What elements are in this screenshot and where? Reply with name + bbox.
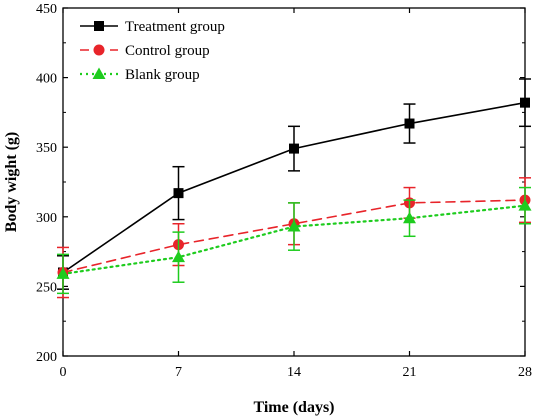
x-tick-label: 21 bbox=[403, 365, 417, 380]
x-tick-label: 7 bbox=[175, 365, 182, 380]
y-tick-label: 250 bbox=[36, 280, 57, 295]
data-point bbox=[403, 211, 416, 224]
axis-ticks: 0 7 14 21 28 200 250 300 350 400 450 bbox=[36, 2, 532, 380]
x-tick-label: 28 bbox=[518, 365, 532, 380]
y-tick-label: 300 bbox=[36, 211, 57, 226]
data-point bbox=[520, 97, 530, 108]
data-point bbox=[404, 118, 415, 129]
y-tick-label: 400 bbox=[36, 72, 57, 87]
y-tick-label: 200 bbox=[36, 350, 57, 365]
y-axis-title: Body wight (g) bbox=[3, 132, 20, 232]
x-tick-label: 0 bbox=[60, 365, 67, 380]
series-treatment-group bbox=[57, 78, 531, 290]
legend-marker bbox=[92, 67, 106, 79]
series-blank-group bbox=[56, 186, 532, 295]
y-tick-label: 350 bbox=[36, 141, 57, 156]
y-tick-label: 450 bbox=[36, 2, 57, 17]
legend-label: Blank group bbox=[125, 67, 200, 83]
plot-border bbox=[62, 7, 526, 357]
data-point bbox=[173, 188, 184, 199]
legend-item: Treatment group bbox=[80, 19, 225, 35]
legend-item: Control group bbox=[80, 43, 210, 59]
data-point bbox=[56, 267, 70, 279]
legend-label: Control group bbox=[125, 43, 210, 59]
data-point bbox=[172, 250, 185, 263]
legend-marker bbox=[94, 21, 104, 31]
legend-label: Treatment group bbox=[125, 19, 225, 35]
data-point bbox=[287, 220, 301, 232]
series-layer bbox=[56, 78, 532, 299]
legend: Treatment group Control group Blank group bbox=[80, 19, 225, 83]
x-tick-label: 14 bbox=[287, 365, 301, 380]
x-axis-title: Time (days) bbox=[253, 399, 334, 416]
legend-marker bbox=[93, 44, 105, 56]
data-point bbox=[289, 143, 299, 154]
data-point bbox=[518, 199, 532, 211]
plot-area bbox=[62, 7, 526, 357]
series-line bbox=[62, 199, 526, 274]
legend-item: Blank group bbox=[80, 67, 200, 83]
